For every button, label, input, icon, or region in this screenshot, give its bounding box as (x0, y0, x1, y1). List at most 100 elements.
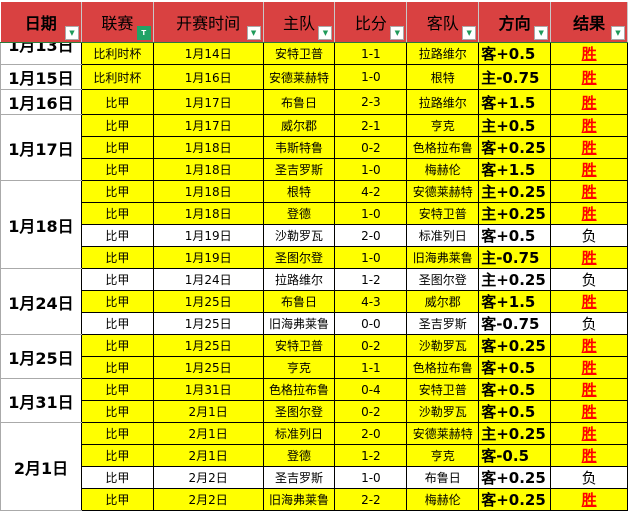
dir-cell[interactable]: 主+0.25 (478, 422, 552, 445)
time-cell[interactable]: 1月18日 (152, 202, 264, 225)
league-cell[interactable]: 比甲 (80, 114, 154, 137)
home-cell[interactable]: 拉路维尔 (262, 268, 336, 291)
result-cell[interactable]: 胜 (550, 488, 628, 511)
score-cell[interactable]: 1-1 (334, 42, 408, 65)
home-cell[interactable]: 安特卫普 (262, 334, 336, 357)
dir-cell[interactable]: 主+0.25 (478, 180, 552, 203)
time-cell[interactable]: 1月16日 (152, 64, 264, 90)
result-cell[interactable]: 胜 (550, 378, 628, 401)
result-cell[interactable]: 负 (550, 268, 628, 291)
date-cell[interactable]: 1月16日 (0, 89, 82, 115)
score-cell[interactable]: 0-2 (334, 334, 408, 357)
time-cell[interactable]: 1月18日 (152, 180, 264, 203)
time-cell[interactable]: 2月2日 (152, 466, 264, 489)
home-cell[interactable]: 韦斯特鲁 (262, 136, 336, 159)
time-cell[interactable]: 1月14日 (152, 42, 264, 65)
dir-cell[interactable]: 主+0.25 (478, 202, 552, 225)
score-cell[interactable]: 1-0 (334, 64, 408, 90)
away-cell[interactable]: 拉路维尔 (406, 42, 480, 65)
score-cell[interactable]: 2-2 (334, 488, 408, 511)
time-cell[interactable]: 2月1日 (152, 400, 264, 423)
away-cell[interactable]: 拉路维尔 (406, 89, 480, 115)
home-cell[interactable]: 旧海弗莱鲁 (262, 488, 336, 511)
away-cell[interactable]: 布鲁日 (406, 466, 480, 489)
home-cell[interactable]: 旧海弗莱鲁 (262, 312, 336, 335)
result-cell[interactable]: 胜 (550, 64, 628, 90)
result-cell[interactable]: 胜 (550, 246, 628, 269)
dir-cell[interactable]: 客+0.5 (478, 378, 552, 401)
result-cell[interactable]: 胜 (550, 114, 628, 137)
date-cell[interactable]: 1月17日 (0, 114, 82, 181)
league-cell[interactable]: 比甲 (80, 378, 154, 401)
filter-dropdown-icon[interactable]: ▼ (246, 26, 261, 40)
date-cell[interactable]: 1月13日 (0, 42, 82, 65)
league-cell[interactable]: 比甲 (80, 268, 154, 291)
home-cell[interactable]: 登德 (262, 202, 336, 225)
home-cell[interactable]: 圣吉罗斯 (262, 466, 336, 489)
result-cell[interactable]: 胜 (550, 444, 628, 467)
away-cell[interactable]: 安德莱赫特 (406, 422, 480, 445)
score-cell[interactable]: 0-2 (334, 136, 408, 159)
time-cell[interactable]: 2月2日 (152, 488, 264, 511)
score-cell[interactable]: 0-2 (334, 400, 408, 423)
league-cell[interactable]: 比甲 (80, 89, 154, 115)
away-cell[interactable]: 安特卫普 (406, 378, 480, 401)
filter-dropdown-icon[interactable]: ▼ (462, 26, 477, 40)
dir-cell[interactable]: 客+0.25 (478, 136, 552, 159)
home-cell[interactable]: 布鲁日 (262, 290, 336, 313)
result-cell[interactable]: 胜 (550, 422, 628, 445)
filter-dropdown-icon[interactable]: ▼ (64, 26, 79, 40)
filter-dropdown-icon[interactable]: ▼ (390, 26, 405, 40)
dir-cell[interactable]: 主-0.75 (478, 246, 552, 269)
date-cell[interactable]: 1月15日 (0, 64, 82, 90)
dir-cell[interactable]: 客-0.5 (478, 444, 552, 467)
home-cell[interactable]: 布鲁日 (262, 89, 336, 115)
result-cell[interactable]: 胜 (550, 334, 628, 357)
away-cell[interactable]: 梅赫伦 (406, 158, 480, 181)
league-cell[interactable]: 比利时杯 (80, 42, 154, 65)
result-cell[interactable]: 负 (550, 312, 628, 335)
league-cell[interactable]: 比甲 (80, 356, 154, 379)
result-cell[interactable]: 胜 (550, 89, 628, 115)
league-cell[interactable]: 比甲 (80, 444, 154, 467)
result-cell[interactable]: 负 (550, 224, 628, 247)
result-cell[interactable]: 胜 (550, 136, 628, 159)
home-cell[interactable]: 色格拉布鲁 (262, 378, 336, 401)
league-cell[interactable]: 比甲 (80, 422, 154, 445)
away-cell[interactable]: 圣图尔登 (406, 268, 480, 291)
score-cell[interactable]: 1-0 (334, 246, 408, 269)
dir-cell[interactable]: 客-0.75 (478, 312, 552, 335)
league-cell[interactable]: 比甲 (80, 488, 154, 511)
dir-cell[interactable]: 客+1.5 (478, 89, 552, 115)
dir-cell[interactable]: 主+0.5 (478, 114, 552, 137)
league-cell[interactable]: 比利时杯 (80, 64, 154, 90)
time-cell[interactable]: 1月18日 (152, 136, 264, 159)
filter-active-icon[interactable]: T (136, 26, 151, 40)
away-cell[interactable]: 色格拉布鲁 (406, 136, 480, 159)
score-cell[interactable]: 4-3 (334, 290, 408, 313)
away-cell[interactable]: 威尔郡 (406, 290, 480, 313)
away-cell[interactable]: 亨克 (406, 114, 480, 137)
score-cell[interactable]: 2-0 (334, 224, 408, 247)
dir-cell[interactable]: 客+1.5 (478, 158, 552, 181)
dir-cell[interactable]: 主+0.25 (478, 268, 552, 291)
time-cell[interactable]: 2月1日 (152, 444, 264, 467)
home-cell[interactable]: 威尔郡 (262, 114, 336, 137)
time-cell[interactable]: 1月31日 (152, 378, 264, 401)
league-cell[interactable]: 比甲 (80, 158, 154, 181)
result-cell[interactable]: 胜 (550, 180, 628, 203)
time-cell[interactable]: 1月25日 (152, 334, 264, 357)
score-cell[interactable]: 0-4 (334, 378, 408, 401)
score-cell[interactable]: 2-0 (334, 422, 408, 445)
filter-dropdown-icon[interactable]: ▼ (318, 26, 333, 40)
date-cell[interactable]: 2月1日 (0, 422, 82, 511)
time-cell[interactable]: 1月24日 (152, 268, 264, 291)
score-cell[interactable]: 1-0 (334, 202, 408, 225)
time-cell[interactable]: 2月1日 (152, 422, 264, 445)
home-cell[interactable]: 圣图尔登 (262, 400, 336, 423)
league-cell[interactable]: 比甲 (80, 202, 154, 225)
away-cell[interactable]: 沙勒罗瓦 (406, 334, 480, 357)
away-cell[interactable]: 旧海弗莱鲁 (406, 246, 480, 269)
date-cell[interactable]: 1月24日 (0, 268, 82, 335)
league-cell[interactable]: 比甲 (80, 180, 154, 203)
